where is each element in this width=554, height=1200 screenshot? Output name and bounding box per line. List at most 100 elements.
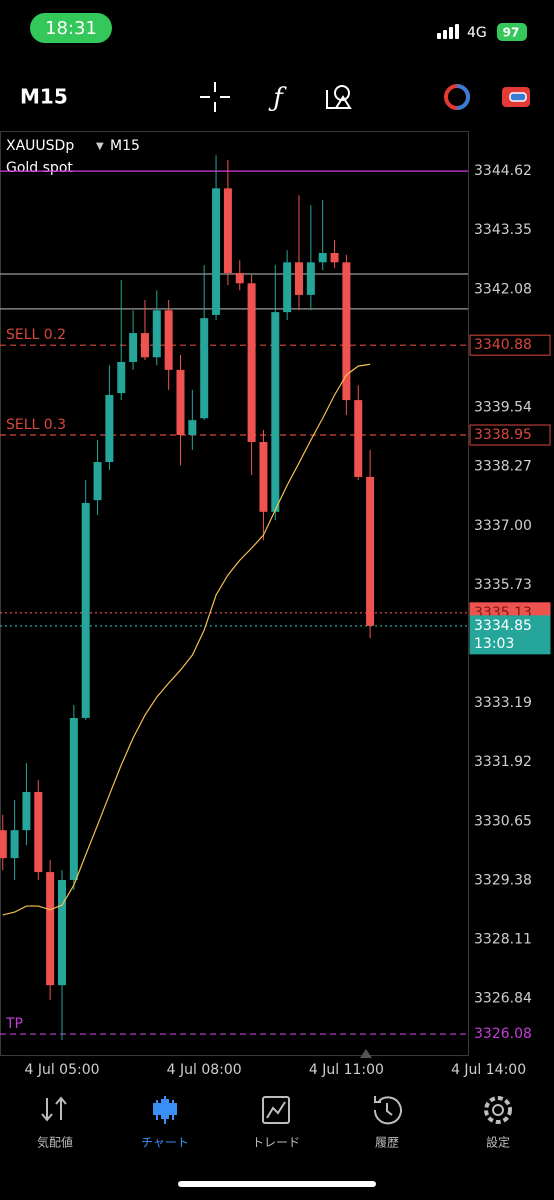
y-tick-label: 3335.73 — [474, 577, 532, 593]
toolbar-timeframe[interactable]: M15 — [20, 85, 68, 109]
icon-shape — [161, 1099, 169, 1119]
candle-body — [295, 262, 303, 295]
level-box — [469, 615, 551, 655]
candle-body — [22, 792, 31, 831]
level-name: SELL 0.3 — [6, 417, 66, 433]
moving-average — [2, 363, 371, 916]
candle-body — [140, 333, 149, 358]
home-indicator — [178, 1181, 376, 1187]
objects-button[interactable] — [326, 85, 352, 109]
level-name: SELL 0.2 — [6, 327, 66, 343]
tab-icon[interactable] — [153, 1096, 177, 1124]
symbol-dropdown[interactable]: ▼ — [96, 141, 104, 152]
candle-body — [188, 420, 197, 436]
level-value: 3334.85 — [474, 618, 532, 634]
level-box — [469, 424, 551, 446]
y-tick-label: 3331.92 — [474, 754, 532, 770]
tab-label[interactable]: トレード — [252, 1136, 300, 1150]
level-value: 3340.88 — [474, 337, 532, 353]
icon-shape — [41, 1096, 67, 1122]
icon-shape — [153, 1103, 161, 1115]
candle-body — [93, 462, 102, 501]
candle-body — [354, 400, 363, 477]
y-tick-label: 3333.19 — [474, 695, 532, 711]
candle-body — [0, 830, 7, 859]
chart-description: Gold spot — [6, 160, 73, 176]
level-value: 3326.08 — [474, 1026, 532, 1042]
candle-body — [271, 312, 280, 512]
y-tick-label: 3338.27 — [474, 459, 532, 475]
tab-icon[interactable] — [41, 1096, 67, 1122]
chart-timeframe: M15 — [110, 138, 140, 154]
tab-label[interactable]: 履歴 — [375, 1136, 399, 1150]
candle-body — [200, 318, 209, 419]
candle-body — [366, 476, 375, 626]
candle-body — [81, 502, 90, 719]
chart-symbol: XAUUSDp — [6, 138, 74, 154]
icon-shape — [169, 1103, 177, 1115]
candle-body — [105, 394, 114, 463]
battery-level: 97 — [503, 26, 520, 40]
candle-body — [176, 369, 185, 436]
candle-body — [34, 792, 43, 873]
candle-body — [58, 879, 66, 986]
candle-body — [212, 188, 221, 315]
candle-body — [330, 253, 339, 263]
candle-body — [69, 718, 78, 880]
candle-body — [117, 361, 126, 394]
y-tick-label: 3326.84 — [474, 991, 532, 1007]
shift-marker — [360, 1049, 372, 1058]
y-tick-label: 3344.62 — [474, 163, 532, 179]
level-value: 3338.95 — [474, 427, 532, 443]
status-time: 18:31 — [45, 18, 97, 39]
level-box — [469, 334, 551, 356]
tab-label[interactable]: チャート — [141, 1136, 189, 1150]
y-tick-label: 3337.00 — [474, 518, 532, 534]
candle-body — [247, 283, 256, 442]
y-tick-label: 3342.08 — [474, 281, 532, 297]
trade-signal-button[interactable] — [444, 84, 470, 110]
indicator-button[interactable]: ƒ — [268, 83, 287, 113]
x-tick-label: 4 Jul 08:00 — [167, 1062, 242, 1078]
tab-label[interactable]: 気配値 — [37, 1135, 73, 1150]
icon-shape — [373, 1096, 402, 1125]
icon-shape — [266, 1101, 286, 1119]
crosshair-button[interactable] — [200, 82, 230, 112]
x-tick-label: 4 Jul 11:00 — [309, 1062, 384, 1078]
candle-body — [342, 262, 351, 401]
y-tick-label: 3329.38 — [474, 872, 532, 888]
y-tick-label: 3343.35 — [474, 222, 532, 238]
y-tick-label: 3339.54 — [474, 400, 532, 416]
candle-body — [152, 310, 161, 358]
icon-shape — [262, 1096, 290, 1124]
y-tick-label: 3328.11 — [474, 932, 532, 948]
tab-icon[interactable] — [373, 1096, 402, 1125]
icon-shape — [492, 1104, 504, 1116]
candle-body — [46, 872, 55, 986]
candle-body — [10, 830, 19, 859]
account-button[interactable] — [502, 87, 530, 107]
bar-timer: 13:03 — [474, 636, 514, 652]
y-tick-label: 3330.65 — [474, 813, 532, 829]
tab-icon[interactable] — [262, 1096, 290, 1124]
tab-bar: 気配値 チャート トレード 履歴 設定 — [37, 1096, 512, 1150]
plot: SELL 0.2 SELL 0.3 TP 3344.62 3343.35 3342.08 3… — [0, 155, 551, 1078]
candle-body — [318, 253, 327, 263]
battery — [497, 23, 527, 41]
candle-body — [306, 262, 315, 295]
chart-frame — [0, 131, 469, 1056]
x-tick-label: 4 Jul 05:00 — [24, 1062, 99, 1078]
time-pill — [30, 13, 112, 43]
candle-body — [223, 188, 232, 274]
candle-body — [235, 273, 244, 284]
tab-label[interactable]: 設定 — [486, 1135, 510, 1150]
candle-body — [164, 310, 173, 370]
network-label: 4G — [467, 25, 487, 41]
candle-body — [283, 262, 292, 313]
tab-icon[interactable] — [484, 1096, 512, 1124]
level-name: TP — [5, 1016, 23, 1032]
x-tick-label: 4 Jul 14:00 — [451, 1062, 526, 1078]
